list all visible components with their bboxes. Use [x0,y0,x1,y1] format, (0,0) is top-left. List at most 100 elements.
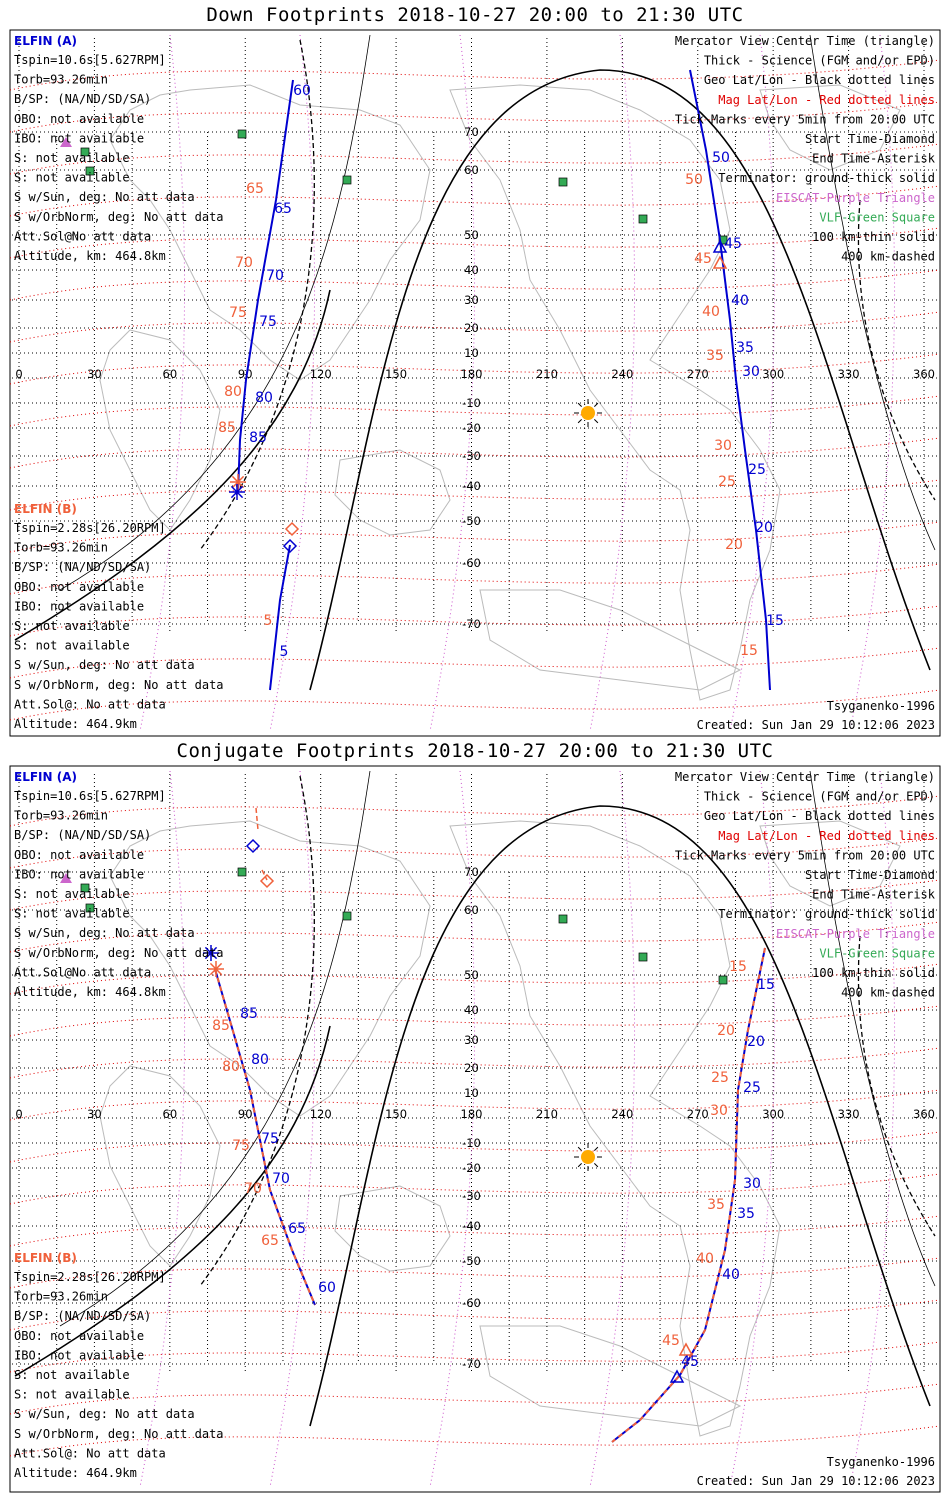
lon-tick-label: 330 [838,367,860,381]
track-tick-label-b: 25 [718,474,736,490]
legend-entry: Mag Lat/Lon - Red dotted lines [718,93,935,107]
track-tick-label-b: 20 [725,537,743,553]
lat-tick-label: -40 [462,1219,481,1233]
track-tick-label-b: 70 [244,1181,262,1197]
terminator-100km-east [809,770,936,1287]
track-tick-label-b: 15 [740,643,758,659]
lat-tick-label: -40 [462,479,481,493]
lon-tick-label: 120 [310,1107,332,1121]
terminator-100km-east [809,34,936,551]
mag-meridian [729,34,776,732]
elfin-b-info-line: Att.Sol@: No att data [14,697,166,711]
model-name: Tsyganenko-1996 [827,1455,935,1469]
lat-tick-label: 50 [464,228,479,242]
sun-ray [594,1163,599,1168]
sun-ray [577,402,582,407]
track-tick-label-b: 35 [707,1197,725,1213]
legend-entry: Thick - Science (FGM and/or EPD) [704,790,935,804]
elfin-a-info-line: Torb=93.26min [14,809,108,823]
asterisk-stroke [209,962,223,976]
track-tick-label-b: 75 [229,305,247,321]
terminator-100km [59,34,371,591]
track-tick-label-a: 35 [737,1206,755,1222]
track-tick-label-a: 80 [251,1052,269,1068]
diamond-start-icon [282,538,298,554]
track-tick-label-a: 40 [722,1267,740,1283]
track-tick-label-a: 75 [259,314,277,330]
track-tick-label-b: 30 [710,1103,728,1119]
lat-tick-label: -70 [462,617,481,631]
elfin-a-info-line: Tspin=10.6s[5.627RPM] [14,53,166,67]
elfin-a-track-east [689,69,771,691]
lon-tick-label: 60 [163,1107,178,1121]
lat-tick-label: -10 [462,396,481,410]
terminator-ground [309,69,931,691]
track-tick-label-b: 75 [232,1138,250,1154]
asterisk-end-icon [230,474,246,490]
legend-entry: Mercator View Center Time (triangle) [675,34,935,48]
terminator-ground-west [14,1025,331,1377]
elfin-a-info-line: IBO: not available [14,131,144,145]
legend-entry: Tick Marks every 5min from 20:00 UTC [675,848,935,862]
sun-ray [594,402,599,407]
coastline-shape [334,449,451,536]
triangle-center-icon [712,239,728,253]
tracks [237,69,771,691]
track-tick-label-a: 15 [757,977,775,993]
lat-tick-label: -50 [462,1254,481,1268]
asterisk-stroke [231,475,245,489]
elfin-a-header: ELFIN (A) [14,770,77,784]
track-tick-label-b: 80 [222,1059,240,1075]
square-vlf-icon [237,129,247,139]
mag-meridian [589,34,636,732]
lon-tick-label: 150 [385,367,407,381]
lon-tick-label: 300 [762,1107,784,1121]
mag-meridians [139,770,896,1488]
elfin-b-track-dashed [255,807,268,881]
lon-tick-label: 120 [310,367,332,381]
square-vlf-icon [558,177,568,187]
triangle-eiscat-icon [60,873,72,883]
legend-entry: End Time-Asterisk [812,888,936,902]
track-tick-label-a: 60 [318,1280,336,1296]
lat-tick-label: -50 [462,514,481,528]
mag-meridians [139,34,896,732]
square-vlf-icon [342,911,352,921]
elfin-b-info-line: B/SP: (NA/ND/SD/SA) [14,1309,151,1323]
track-tick-label-a: 80 [255,390,273,406]
square-vlf-icon [85,903,95,913]
lon-tick-label: 90 [238,367,253,381]
track-tick-label-b: 25 [711,1070,729,1086]
mag-meridian [849,34,896,732]
diamond-start-icon [245,838,261,854]
lon-tick-label: 0 [15,367,22,381]
lat-tick-label: 10 [464,346,479,360]
lat-tick-label: 40 [464,263,479,277]
track-tick-label-b: 35 [706,348,724,364]
elfin-a-info-line: B/SP: (NA/ND/SD/SA) [14,92,151,106]
legend-entry: Start Time-Diamond [805,132,935,146]
legend-entry: VLF-Green Square [819,210,935,224]
coastlines [99,820,901,1437]
legend-entry: Start Time-Diamond [805,868,935,882]
legend-entry: 400 km-dashed [841,986,935,1000]
legend-entry: Terminator: ground-thick solid [718,171,935,185]
triangle-center-icon [712,255,728,269]
square-vlf-icon [342,175,352,185]
track-tick-label-b: 40 [696,1251,714,1267]
track-tick-label-a: 20 [755,520,773,536]
legend-entry: Tick Marks every 5min from 20:00 UTC [675,112,935,126]
mag-meridian [849,770,896,1488]
coastlines [99,84,901,701]
elfin-b-info-line: S w/Sun, deg: No att data [14,1407,195,1421]
legend-entry: 100 km-thin solid [812,966,935,980]
lat-tick-label: 50 [464,968,479,982]
track-tick-label-b: 85 [212,1018,230,1034]
lon-tick-label: 90 [238,1107,253,1121]
lat-tick-label: 20 [464,321,479,335]
legend-entry: Mercator View Center Time (triangle) [675,770,935,784]
lon-tick-label: 360 [913,1107,935,1121]
track-tick-label-a: 70 [272,1171,290,1187]
created-timestamp: Created: Sun Jan 29 10:12:06 2023 [697,1474,935,1488]
square-vlf-icon [237,867,247,877]
